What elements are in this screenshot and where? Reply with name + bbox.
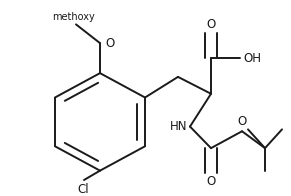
- Text: OH: OH: [243, 52, 261, 65]
- Text: Cl: Cl: [77, 183, 89, 196]
- Text: HN: HN: [169, 120, 187, 133]
- Text: O: O: [206, 175, 216, 188]
- Text: methoxy: methoxy: [53, 12, 95, 22]
- Text: O: O: [206, 18, 216, 31]
- Text: O: O: [237, 115, 247, 128]
- Text: O: O: [105, 37, 114, 50]
